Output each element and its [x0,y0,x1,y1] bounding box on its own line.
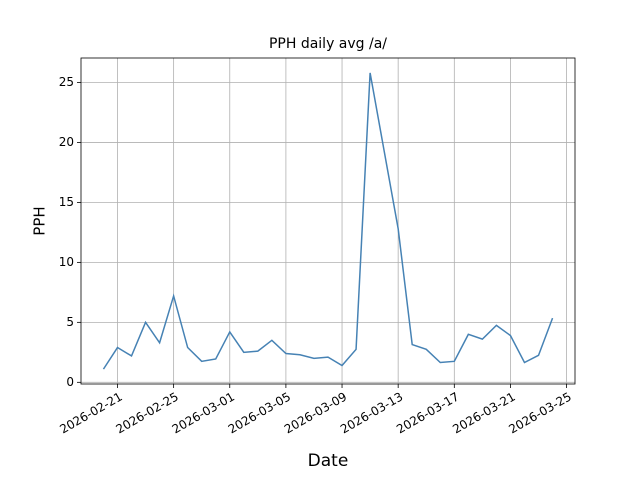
x-axis-label: Date [308,451,349,471]
x-tick-label: 2026-03-25 [506,390,573,437]
x-tick-label: 2026-03-13 [338,390,405,437]
y-tick-label: 5 [66,315,74,329]
x-tick-label: 2026-03-21 [450,390,517,437]
y-tick-label: 15 [59,195,74,209]
x-tick-label: 2026-03-17 [394,390,461,437]
x-tick-label: 2026-02-21 [57,390,124,437]
y-tick-label: 0 [66,375,74,389]
y-tick-label: 25 [59,75,74,89]
x-tick-label: 2026-03-01 [170,390,237,437]
x-tick-label: 2026-03-09 [282,390,349,437]
x-tick-label: 2026-03-05 [226,390,293,437]
y-tick-label: 10 [59,255,74,269]
plot-frame [80,57,576,385]
data-line [102,72,554,370]
chart-title: PPH daily avg /a/ [269,36,387,52]
y-tick-label: 20 [59,135,74,149]
x-tick-label: 2026-02-25 [113,390,180,437]
y-axis-label: PPH [31,206,49,235]
